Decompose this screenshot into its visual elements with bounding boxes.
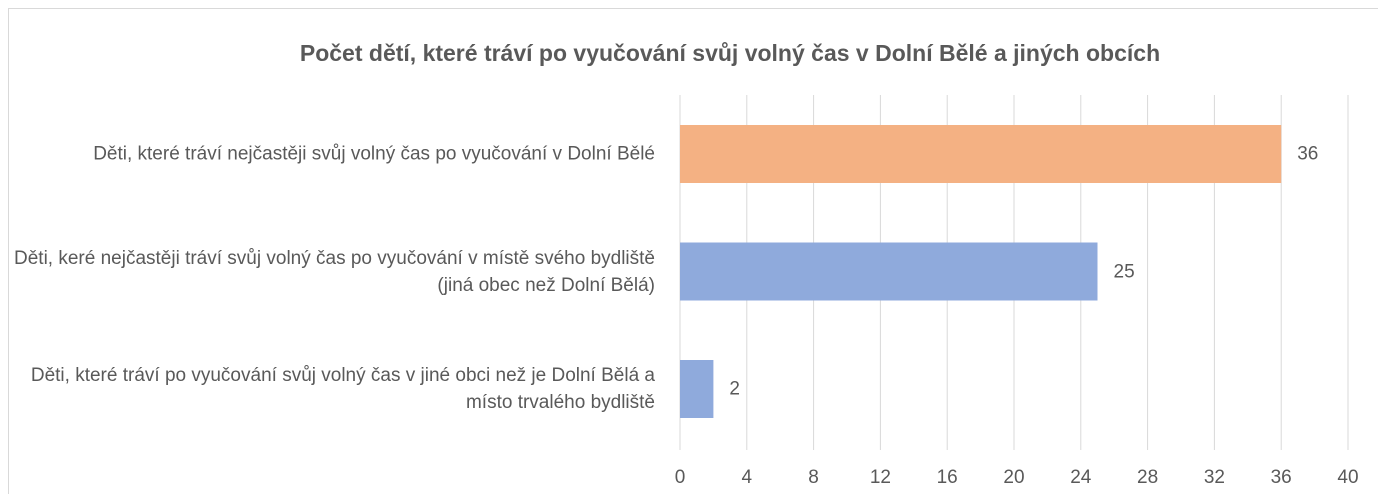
data-label: 2: [729, 378, 740, 400]
y-tick-label: Děti, které tráví nejčastěji svůj volný …: [93, 143, 655, 165]
bar: [680, 360, 714, 418]
data-label: 36: [1297, 143, 1319, 165]
data-label: 25: [1113, 261, 1135, 282]
y-tick-label: Děti, keré nejčastěji tráví svůj volný č…: [14, 247, 655, 296]
bar: [680, 125, 1282, 183]
bar: [680, 242, 1098, 301]
chart-frame: [8, 8, 1378, 494]
x-tick-label: 12: [869, 467, 891, 488]
x-tick-label: 20: [1003, 467, 1025, 488]
x-tick-label: 40: [1337, 467, 1359, 488]
y-tick-label: Děti, které tráví po vyučování svůj voln…: [30, 365, 655, 413]
x-tick-label: 24: [1070, 467, 1092, 488]
x-tick-label: 32: [1203, 467, 1225, 488]
x-tick-label: 0: [674, 467, 686, 488]
x-tick-label: 16: [936, 467, 958, 488]
x-tick-label: 8: [808, 467, 819, 488]
chart-title: Počet dětí, které tráví po vyučování svů…: [299, 40, 1161, 66]
x-tick-label: 36: [1270, 467, 1292, 488]
x-tick-label: 28: [1137, 467, 1159, 488]
x-tick-label: 4: [741, 467, 753, 488]
